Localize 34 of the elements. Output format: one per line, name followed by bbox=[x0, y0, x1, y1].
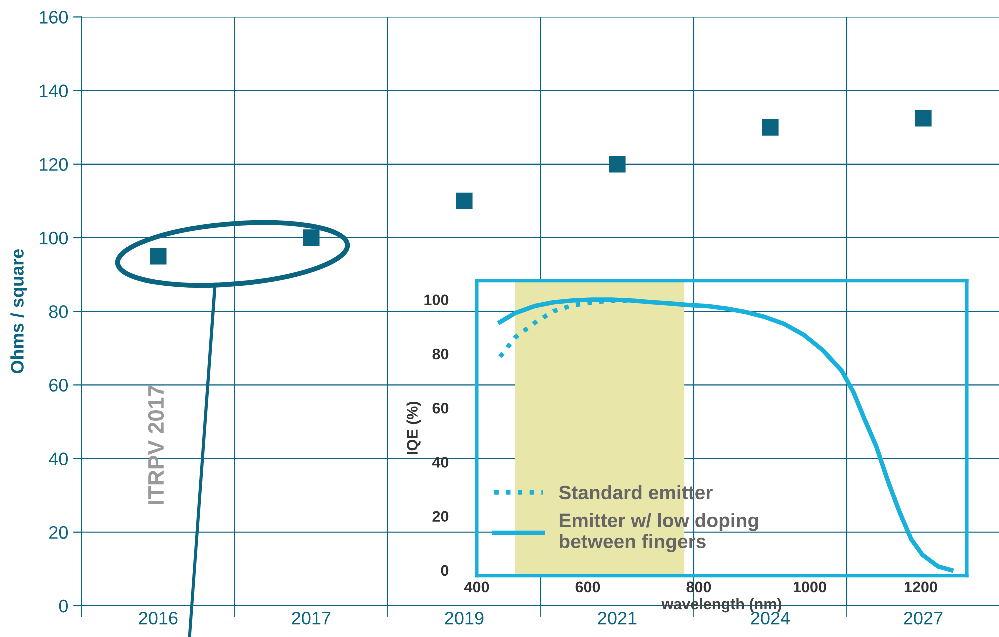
y-tick-label: 40 bbox=[49, 452, 68, 466]
point bbox=[456, 192, 473, 210]
x-tick-label: 2016 bbox=[139, 612, 178, 625]
x-tick-label: 600 bbox=[576, 582, 600, 593]
x-tick-label: 1000 bbox=[794, 582, 826, 593]
y-tick-label: 80 bbox=[432, 348, 449, 360]
point bbox=[609, 156, 626, 173]
y-tick-label: 160 bbox=[40, 11, 68, 24]
y-tick-label: 100 bbox=[424, 294, 449, 306]
x-tick-label: 2024 bbox=[751, 612, 790, 625]
y-axis-title: Ohms / square bbox=[10, 249, 28, 374]
y-tick-label: 140 bbox=[40, 84, 68, 98]
y-axis-title: IQE (%) bbox=[406, 402, 421, 455]
y-tick-label: 20 bbox=[432, 511, 449, 522]
x-tick-label: 2021 bbox=[598, 612, 637, 625]
point bbox=[762, 119, 779, 136]
y-tick-label: 0 bbox=[59, 600, 68, 613]
y-tick-label: 100 bbox=[40, 232, 68, 245]
y-tick-label: 60 bbox=[50, 379, 68, 392]
y-tick-label: 80 bbox=[49, 306, 68, 318]
x-tick-label: 2027 bbox=[904, 612, 943, 625]
x-tick-label: 1200 bbox=[904, 582, 938, 593]
x-tick-label: 2019 bbox=[445, 612, 484, 625]
annotation: ITRPV 2017 bbox=[148, 386, 164, 504]
y-tick-label: 60 bbox=[432, 402, 449, 414]
x-tick-label: 2017 bbox=[292, 612, 331, 625]
point bbox=[150, 248, 167, 265]
x-tick-label: 400 bbox=[464, 582, 490, 593]
point bbox=[303, 230, 320, 246]
point bbox=[915, 110, 932, 127]
y-tick-label: 40 bbox=[432, 457, 449, 468]
y-tick-label: 120 bbox=[40, 158, 68, 172]
y-tick-label: 20 bbox=[50, 526, 68, 540]
y-tick-label: 0 bbox=[441, 565, 449, 576]
